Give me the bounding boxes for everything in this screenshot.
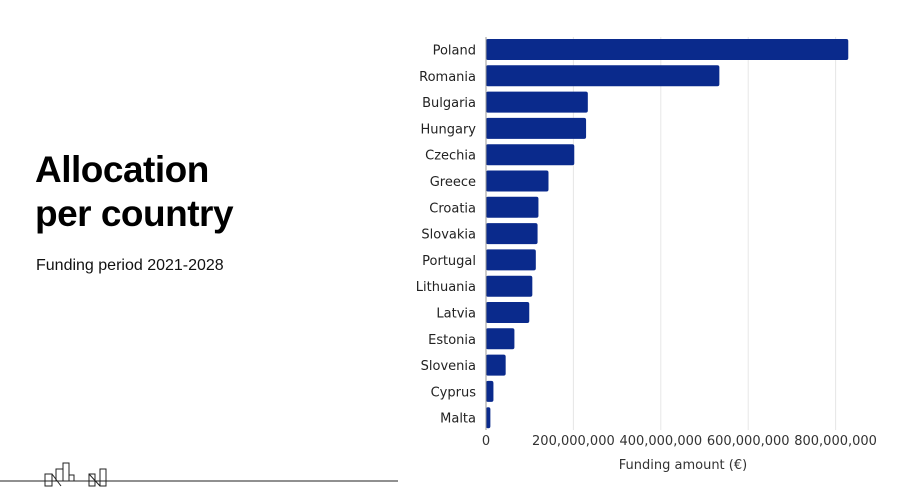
bar-slovenia: [486, 354, 506, 376]
slide-subtitle: Funding period 2021-2028: [36, 257, 224, 274]
category-label: Bulgaria: [422, 96, 476, 111]
bar-portugal: [486, 249, 536, 271]
category-label: Hungary: [420, 122, 476, 137]
category-label: Croatia: [429, 201, 476, 216]
category-label: Poland: [433, 44, 476, 59]
category-label: Slovenia: [421, 359, 476, 374]
title-line-1: Allocation: [35, 149, 209, 190]
x-axis-label: Funding amount (€): [619, 458, 747, 473]
title-line-2: per country: [35, 193, 234, 234]
x-tick-label: 400,000,000: [619, 434, 702, 449]
category-label: Lithuania: [416, 280, 476, 295]
category-label: Portugal: [422, 254, 476, 269]
category-label: Estonia: [428, 333, 476, 348]
bar-slovakia: [486, 223, 538, 245]
bar-czechia: [486, 144, 575, 166]
slide-title: Allocation per country: [35, 148, 234, 236]
bar-romania: [486, 65, 720, 87]
category-label: Malta: [440, 412, 476, 427]
category-label: Cyprus: [431, 385, 477, 400]
bar-estonia: [486, 328, 515, 350]
bar-bulgaria: [486, 91, 588, 113]
category-label: Romania: [419, 70, 476, 85]
x-tick-label: 600,000,000: [707, 434, 790, 449]
bar-greece: [486, 170, 549, 192]
bar-lithuania: [486, 275, 533, 297]
x-tick-label: 200,000,000: [532, 434, 615, 449]
logo-icon: [0, 462, 398, 487]
category-label: Czechia: [425, 149, 476, 164]
bar-hungary: [486, 117, 587, 139]
bar-cyprus: [486, 380, 494, 402]
x-tick-label: 0: [482, 434, 490, 449]
bar-latvia: [486, 302, 530, 323]
category-label: Greece: [430, 175, 476, 190]
category-label: Latvia: [436, 307, 476, 322]
bar-malta: [486, 407, 491, 429]
x-tick-label: 800,000,000: [794, 434, 877, 449]
category-label: Slovakia: [421, 228, 476, 243]
bar-poland: [486, 39, 849, 60]
bar-croatia: [486, 196, 539, 218]
